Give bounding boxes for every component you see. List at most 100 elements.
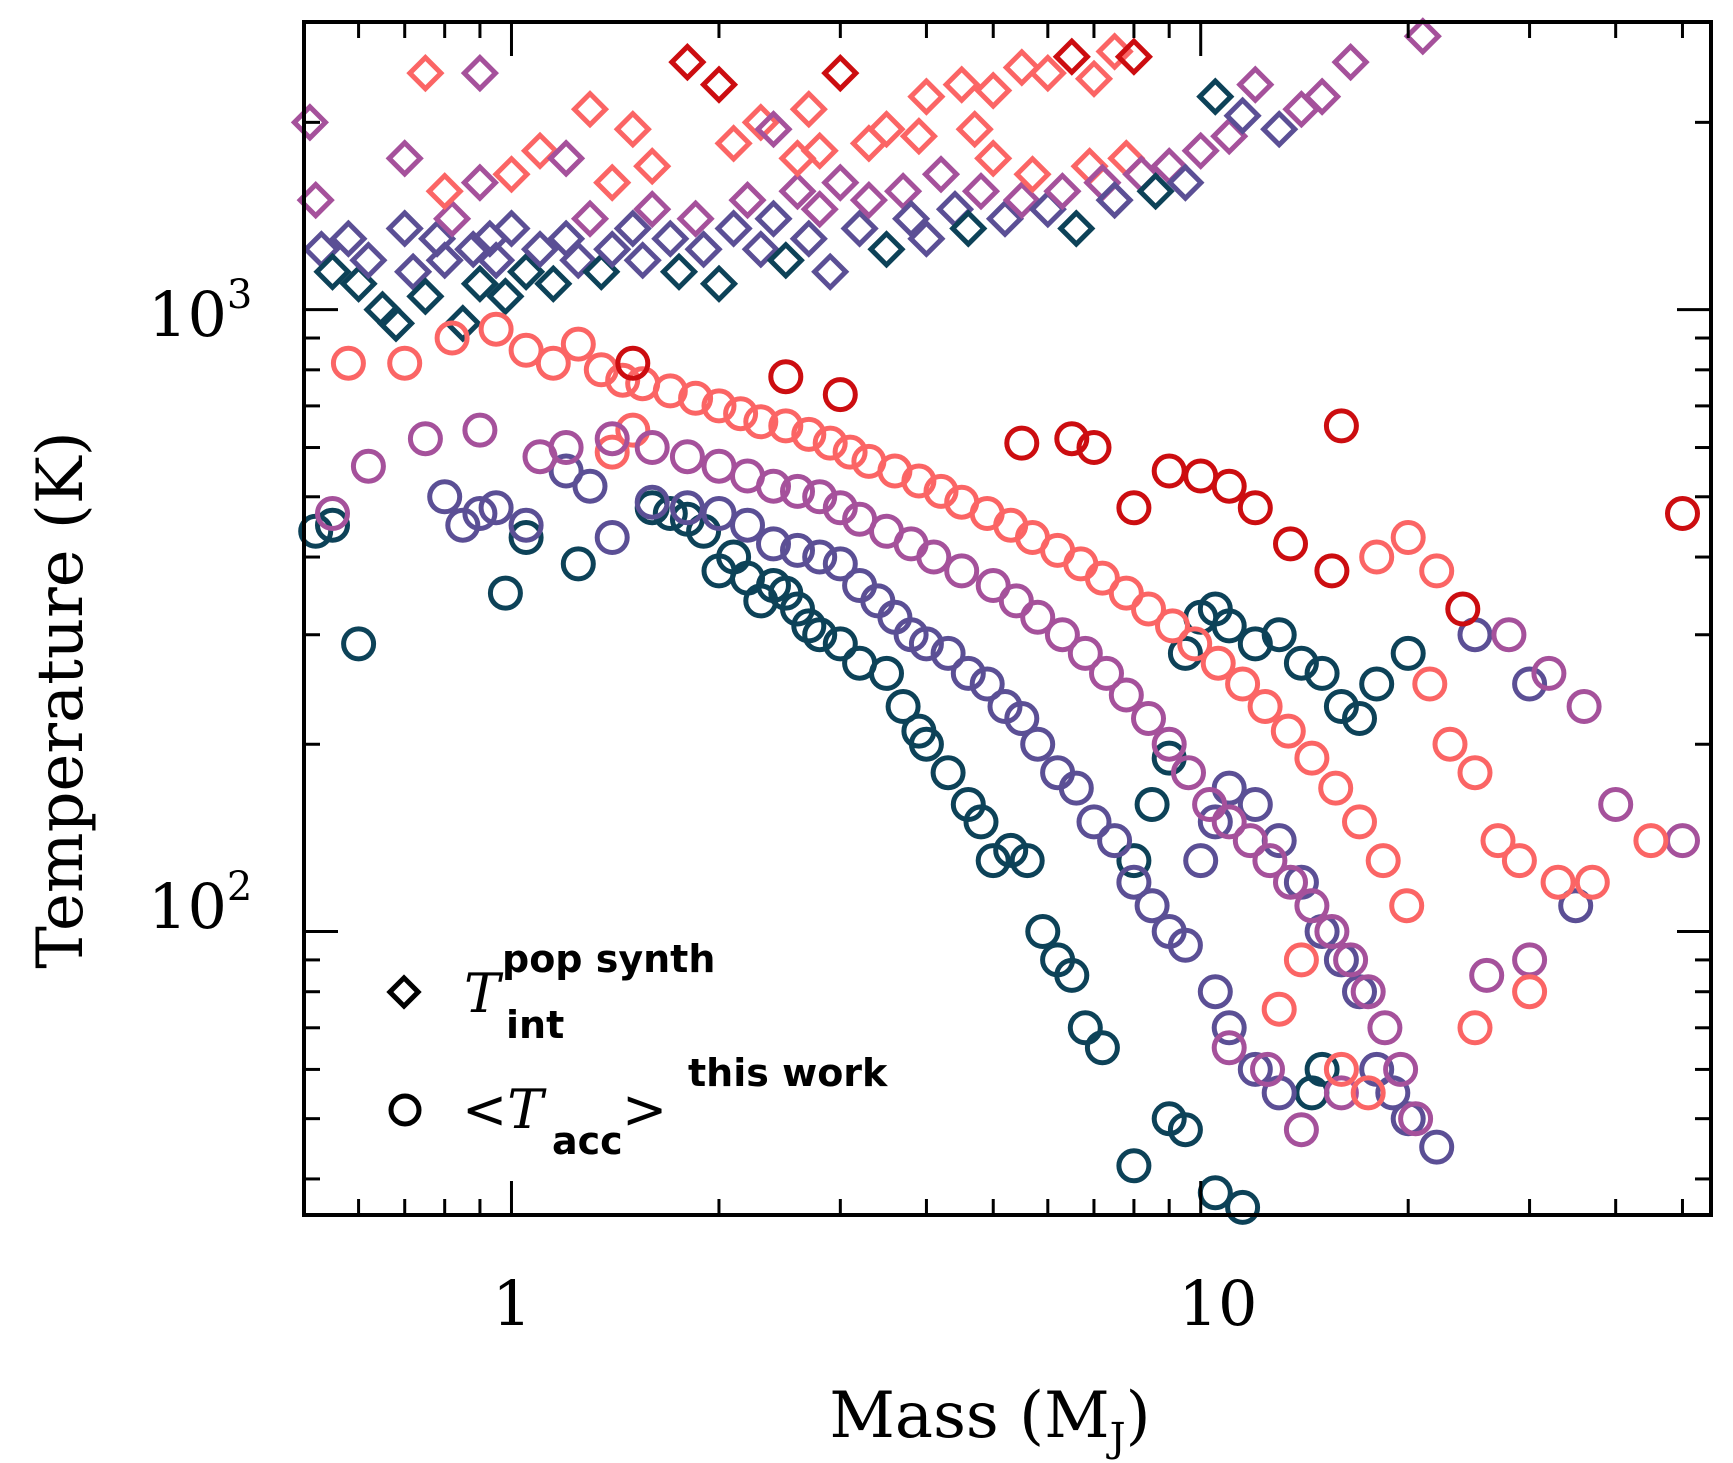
legend-circle-marker <box>388 1093 422 1127</box>
data-point-diamond <box>1181 131 1220 170</box>
data-point-circle <box>822 490 858 526</box>
data-point-diamond <box>766 241 805 280</box>
data-point-diamond <box>477 241 516 280</box>
data-point-circle <box>1323 1075 1359 1111</box>
data-point-circle <box>548 430 584 465</box>
data-point-diamond <box>789 219 828 258</box>
data-point-circle <box>1491 617 1527 653</box>
data-point-circle <box>1566 689 1602 724</box>
data-point-circle <box>1283 645 1319 681</box>
data-point-circle <box>701 496 737 531</box>
data-point-diamond <box>570 90 610 129</box>
data-point-circle <box>1020 726 1056 762</box>
data-point-diamond <box>892 199 931 238</box>
data-point-circle <box>780 532 815 568</box>
data-point-circle <box>1177 626 1213 662</box>
data-point-circle <box>1211 1030 1247 1066</box>
data-point-circle <box>1211 468 1247 504</box>
data-point-circle <box>780 473 815 509</box>
data-point-diamond <box>1223 96 1262 135</box>
data-point-diamond <box>492 209 531 248</box>
data-point-circle <box>1598 787 1634 822</box>
data-point-diamond <box>849 181 888 220</box>
data-point-diamond <box>593 163 632 202</box>
data-point-circle <box>1359 539 1395 575</box>
data-point-circle <box>869 655 904 691</box>
data-point-circle <box>877 599 913 635</box>
data-point-circle <box>1116 843 1152 879</box>
data-point-diamond <box>935 190 975 229</box>
legend-entry-2: <T acc> this work <box>462 1051 888 1163</box>
data-point-circle <box>508 507 544 543</box>
data-point-circle <box>723 396 759 432</box>
data-point-circle <box>975 843 1011 879</box>
data-point-circle <box>560 326 596 362</box>
y-tick-label-1000: 103 <box>148 272 252 351</box>
data-point-circle <box>1390 635 1426 671</box>
data-point-circle <box>885 689 921 724</box>
data-point-circle <box>605 362 641 398</box>
data-point-circle <box>1252 843 1288 879</box>
data-point-diamond <box>974 71 1013 110</box>
data-point-circle <box>478 311 514 347</box>
data-point-circle <box>634 430 670 465</box>
data-point-circle <box>1383 1051 1419 1087</box>
data-point-diamond <box>714 124 753 163</box>
data-point-diamond <box>699 65 739 104</box>
data-point-diamond <box>651 219 690 258</box>
data-point-diamond <box>800 131 839 170</box>
data-point-circle <box>1183 843 1219 879</box>
data-point-circle <box>1116 864 1152 900</box>
data-point-circle <box>701 448 737 484</box>
data-point-circle <box>1067 1010 1103 1046</box>
x-axis-label-sub: J <box>1106 1415 1126 1461</box>
legend-entry-2-symbol: T <box>507 1078 547 1141</box>
data-point-circle <box>1633 823 1669 859</box>
data-point-diamond <box>1074 59 1114 98</box>
data-point-diamond <box>741 103 780 142</box>
data-point-circle <box>1390 520 1426 555</box>
data-point-circle <box>462 412 498 448</box>
points-layer <box>290 17 1700 1225</box>
data-point-circle <box>1512 974 1548 1010</box>
data-point-diamond <box>385 139 424 178</box>
legend-entry-1-sub: int <box>506 1003 564 1047</box>
data-point-circle <box>594 520 630 555</box>
x-axis-label: Mass (MJ) <box>829 1379 1150 1461</box>
data-point-diamond <box>460 264 499 303</box>
y-tick-label-1000-base: 10 <box>148 278 227 351</box>
data-point-circle <box>1225 666 1261 702</box>
data-point-diamond <box>684 230 723 269</box>
data-point-circle <box>1412 666 1448 702</box>
data-point-circle <box>1200 645 1236 681</box>
data-point-circle <box>387 345 423 381</box>
data-point-circle <box>969 666 1005 702</box>
data-point-diamond <box>1052 37 1091 76</box>
data-point-diamond <box>460 54 499 93</box>
data-point-circle <box>832 434 868 470</box>
data-point-diamond <box>907 219 946 258</box>
data-point-circle <box>1044 617 1080 653</box>
data-point-diamond <box>534 264 573 303</box>
data-point-circle <box>1512 942 1548 978</box>
data-point-diamond <box>296 181 335 220</box>
data-point-circle <box>1323 1051 1359 1087</box>
data-point-circle <box>1270 713 1306 749</box>
data-point-circle <box>1237 490 1273 526</box>
data-point-circle <box>1457 755 1493 791</box>
data-point-circle <box>1283 1112 1319 1148</box>
data-point-circle <box>535 345 571 381</box>
data-point-circle <box>1665 496 1700 531</box>
data-point-diamond <box>778 172 817 211</box>
data-point-diamond <box>613 110 652 149</box>
data-point-circle <box>930 635 966 671</box>
data-point-circle <box>487 575 523 611</box>
data-point-circle <box>1294 740 1330 776</box>
data-point-circle <box>1211 1010 1247 1046</box>
data-point-circle <box>743 404 779 440</box>
data-point-diamond <box>949 209 988 248</box>
data-point-diamond <box>728 181 767 220</box>
data-point-diamond <box>363 290 402 329</box>
data-point-circle <box>1574 864 1610 900</box>
data-point-diamond <box>1331 43 1370 82</box>
